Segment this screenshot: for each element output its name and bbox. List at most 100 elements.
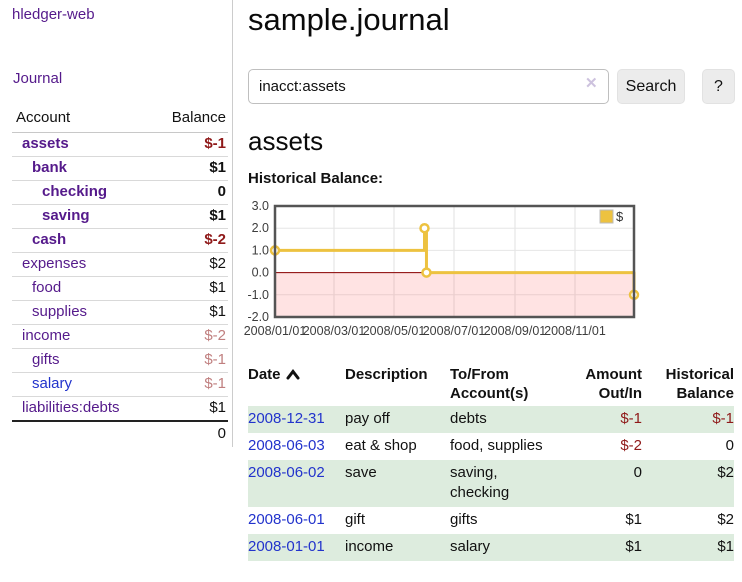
account-balance-table: Account Balance assets $-1 bank $1 checking 0… xyxy=(12,104,228,446)
date-column-header[interactable]: Date xyxy=(248,362,345,406)
account-heading: assets xyxy=(248,126,324,156)
account-link[interactable]: income xyxy=(22,327,71,344)
transaction-date-link[interactable]: 2008-12-31 xyxy=(248,410,325,427)
svg-text:2008/05/01: 2008/05/01 xyxy=(363,324,426,338)
transaction-amount: $1 xyxy=(625,511,642,528)
transaction-description: save xyxy=(345,464,377,481)
account-link[interactable]: checking xyxy=(42,183,108,200)
transaction-row: 2008-06-01 gift gifts $1 $2 xyxy=(248,507,734,534)
account-balance: $1 xyxy=(209,207,226,224)
account-row: supplies $1 xyxy=(12,300,228,325)
account-row: expenses $2 xyxy=(12,252,228,277)
transaction-amount: $1 xyxy=(625,538,642,555)
account-row: liabilities:debts $1 xyxy=(12,396,228,422)
account-link[interactable]: expenses xyxy=(22,255,87,272)
account-link[interactable]: bank xyxy=(32,159,68,176)
search-button[interactable]: Search xyxy=(617,69,685,104)
transaction-accounts: gifts xyxy=(450,511,478,528)
svg-text:1.0: 1.0 xyxy=(252,243,269,257)
transaction-description: pay off xyxy=(345,410,390,427)
account-link[interactable]: cash xyxy=(32,231,67,248)
app-brand-link[interactable]: hledger-web xyxy=(12,6,95,23)
account-balance: $2 xyxy=(209,255,226,272)
amount-column-header: Amount Out/In xyxy=(585,366,642,402)
transaction-balance: $2 xyxy=(717,464,734,481)
svg-text:2008/07/01: 2008/07/01 xyxy=(423,324,486,338)
account-balance: $-1 xyxy=(204,375,226,392)
help-button[interactable]: ? xyxy=(702,69,735,104)
register-header-row: Date Description To/From Account(s) Amou… xyxy=(248,362,734,406)
transaction-description: gift xyxy=(345,511,366,528)
search-input[interactable] xyxy=(248,69,609,104)
transaction-description: income xyxy=(345,538,394,555)
transaction-date-link[interactable]: 2008-06-01 xyxy=(248,511,325,528)
account-link[interactable]: salary xyxy=(32,375,73,392)
transaction-date-link[interactable]: 2008-06-03 xyxy=(248,437,325,454)
account-row: assets $-1 xyxy=(12,132,228,157)
chart-legend: $ xyxy=(599,209,624,224)
transaction-description: eat & shop xyxy=(345,437,417,454)
transaction-accounts: debts xyxy=(450,410,487,427)
account-row: salary $-1 xyxy=(12,372,228,397)
account-link[interactable]: liabilities:debts xyxy=(22,399,120,416)
account-balance: $-2 xyxy=(204,231,226,248)
account-link[interactable]: saving xyxy=(42,207,90,224)
account-link[interactable]: gifts xyxy=(32,351,60,368)
transaction-date-link[interactable]: 2008-01-01 xyxy=(248,538,325,555)
account-link[interactable]: supplies xyxy=(32,303,88,320)
balance-column-header: Balance xyxy=(151,104,228,133)
transaction-row: 2008-01-01 income salary $1 $1 xyxy=(248,534,734,561)
account-balance: $1 xyxy=(209,279,226,296)
account-balance: $1 xyxy=(209,399,226,416)
account-row: cash $-2 xyxy=(12,228,228,253)
transaction-accounts: saving, checking xyxy=(450,464,510,501)
svg-text:3.0: 3.0 xyxy=(252,199,269,213)
search-clear-icon[interactable]: ✕ xyxy=(585,75,598,92)
svg-text:2008/01/01: 2008/01/01 xyxy=(244,324,307,338)
sidebar-item-journal[interactable]: Journal xyxy=(13,70,63,87)
transaction-balance: 0 xyxy=(725,437,734,454)
balance-column-header: Historical Balance xyxy=(665,366,734,402)
svg-text:2008/11/01: 2008/11/01 xyxy=(544,324,606,338)
transaction-row: 2008-12-31 pay off debts $-1 $-1 xyxy=(248,406,734,433)
account-link[interactable]: assets xyxy=(22,135,69,152)
transaction-accounts: food, supplies xyxy=(450,437,543,454)
transaction-amount: $-1 xyxy=(620,410,642,427)
account-balance: $1 xyxy=(209,303,226,320)
transaction-amount: 0 xyxy=(633,464,642,481)
description-column-header: Description xyxy=(345,366,428,383)
svg-text:-1.0: -1.0 xyxy=(247,288,269,302)
account-balance: $-1 xyxy=(204,135,226,152)
transaction-row: 2008-06-03 eat & shop food, supplies $-2 0 xyxy=(248,433,734,460)
total-balance: 0 xyxy=(217,425,226,442)
account-balance: $-1 xyxy=(204,351,226,368)
account-row: saving $1 xyxy=(12,204,228,229)
transaction-balance: $2 xyxy=(717,511,734,528)
total-row: 0 xyxy=(12,421,228,446)
account-row: gifts $-1 xyxy=(12,348,228,373)
page-title: sample.journal xyxy=(248,2,450,37)
svg-text:2.0: 2.0 xyxy=(252,221,269,235)
account-row: income $-2 xyxy=(12,324,228,349)
svg-text:0.0: 0.0 xyxy=(252,266,269,280)
account-row: food $1 xyxy=(12,276,228,301)
transaction-row: 2008-06-02 save saving, checking 0 $2 xyxy=(248,460,734,507)
account-column-header: Account xyxy=(12,104,152,133)
account-row: checking 0 xyxy=(12,180,228,205)
sort-ascending-icon xyxy=(286,366,300,385)
account-balance: $-2 xyxy=(204,327,226,344)
accounts-column-header: To/From Account(s) xyxy=(450,366,529,402)
account-balance: $1 xyxy=(209,159,226,176)
svg-text:$: $ xyxy=(616,209,624,224)
account-link[interactable]: food xyxy=(32,279,62,296)
account-table-header: Account Balance xyxy=(12,104,228,133)
transaction-accounts: salary xyxy=(450,538,491,555)
svg-text:2008/03/01: 2008/03/01 xyxy=(303,324,366,338)
register-table: Date Description To/From Account(s) Amou… xyxy=(248,362,734,561)
transaction-amount: $-2 xyxy=(620,437,642,454)
transaction-balance: $1 xyxy=(717,538,734,555)
svg-text:-2.0: -2.0 xyxy=(247,310,269,324)
transaction-date-link[interactable]: 2008-06-02 xyxy=(248,464,325,481)
historical-balance-chart: 3.0 2.0 1.0 0.0 -1.0 -2.02008/01/012008/03/01… xyxy=(244,199,640,338)
account-balance: 0 xyxy=(217,183,226,200)
